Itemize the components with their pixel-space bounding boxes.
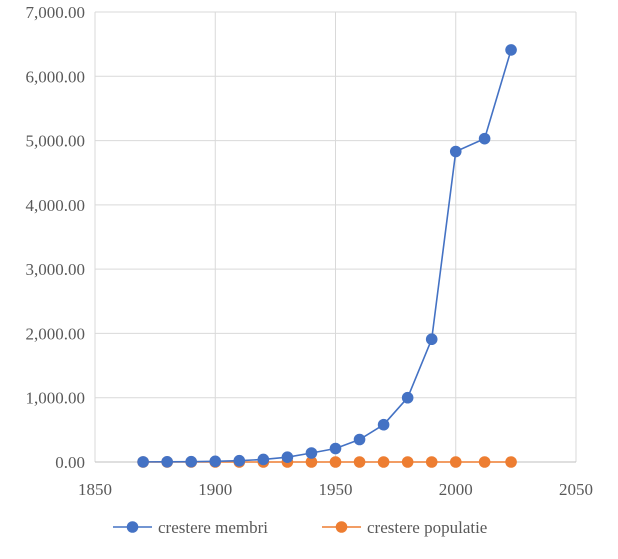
- x-tick-label: 2000: [439, 480, 473, 499]
- legend-label: crestere populatie: [367, 518, 487, 537]
- data-point: [137, 456, 149, 468]
- data-point: [425, 333, 438, 346]
- data-point: [185, 455, 197, 468]
- y-tick-label: 6,000.00: [26, 67, 86, 86]
- y-tick-label: 0.00: [55, 453, 85, 472]
- y-tick-label: 3,000.00: [26, 260, 86, 279]
- data-point: [233, 454, 246, 467]
- y-tick-label: 2,000.00: [26, 324, 86, 343]
- x-tick-label: 1850: [78, 480, 112, 499]
- data-point: [478, 456, 491, 468]
- data-point: [305, 447, 318, 459]
- data-point: [305, 456, 318, 468]
- data-point: [425, 456, 438, 468]
- data-point: [329, 456, 342, 468]
- data-point: [449, 145, 462, 158]
- y-tick-label: 1,000.00: [26, 389, 86, 408]
- data-point: [401, 391, 414, 404]
- y-tick-label: 4,000.00: [26, 196, 86, 215]
- series-group: [137, 44, 517, 468]
- data-point: [505, 456, 517, 468]
- y-tick-label: 5,000.00: [26, 132, 86, 151]
- data-point: [329, 442, 342, 455]
- data-point: [449, 456, 462, 468]
- gridlines: [94, 11, 577, 462]
- data-point: [377, 418, 390, 431]
- legend-label: crestere membri: [158, 518, 268, 537]
- x-tick-label: 2050: [559, 480, 593, 499]
- series-line: [143, 49, 512, 463]
- legend-item-crestere-membri: crestere membri: [113, 518, 268, 537]
- data-point: [209, 455, 222, 468]
- data-point: [353, 433, 366, 446]
- legend-marker: [126, 521, 139, 533]
- x-tick-label: 1950: [319, 480, 353, 499]
- y-tick-label: 7,000.00: [26, 3, 86, 22]
- data-point: [161, 456, 173, 468]
- series-crestere-membri: [137, 44, 517, 468]
- x-tick-label: 1900: [198, 480, 232, 499]
- legend-marker: [335, 521, 348, 533]
- data-point: [401, 456, 414, 468]
- data-point: [505, 44, 517, 56]
- legend-item-crestere-populatie: crestere populatie: [322, 518, 487, 537]
- data-point: [377, 456, 390, 468]
- axes: 0.00 1,000.00 2,000.00 3,000.00 4,000.00 5,00…: [26, 3, 594, 499]
- data-point: [353, 456, 366, 468]
- data-point: [281, 451, 294, 463]
- legend: crestere membri crestere populatie: [113, 518, 487, 537]
- data-point: [257, 453, 270, 466]
- data-point: [478, 132, 491, 145]
